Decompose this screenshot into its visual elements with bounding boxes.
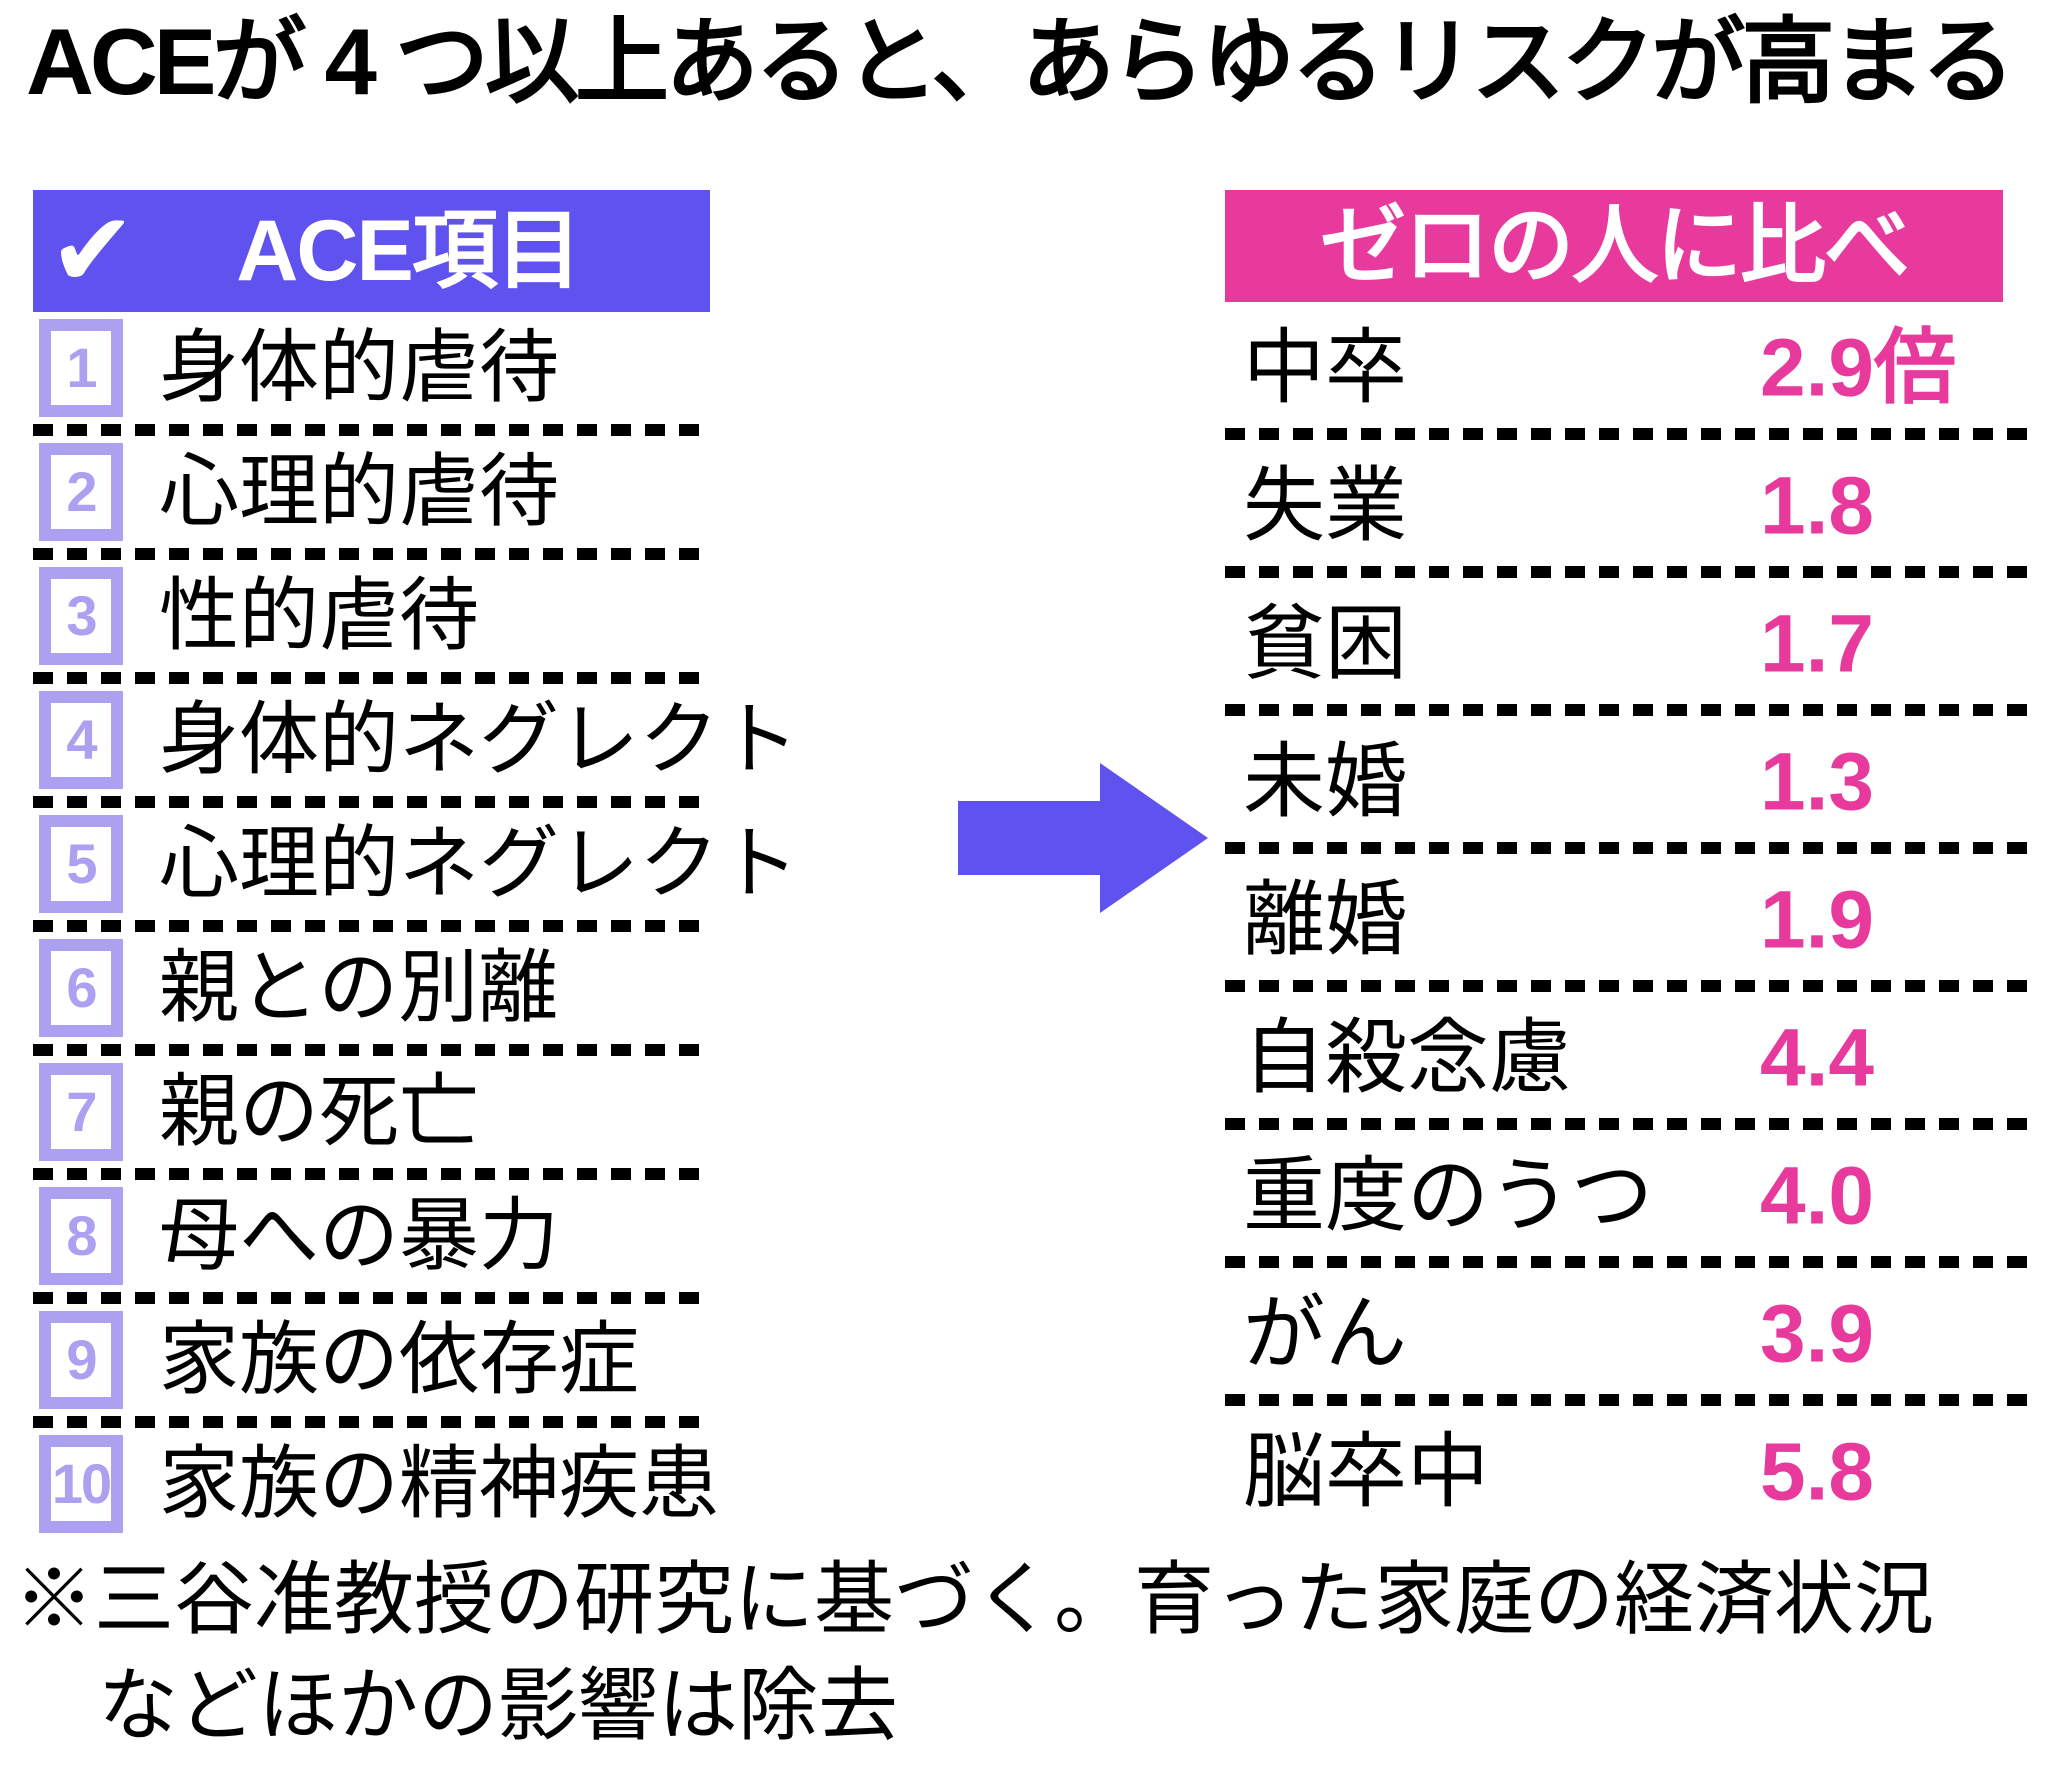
- dotted-separator: [33, 672, 710, 684]
- ace-item-label: 母への暴力: [159, 1191, 559, 1280]
- footnote-line-1: ※三谷准教授の研究に基づく。育った家庭の経済状況: [14, 1557, 1934, 1645]
- risk-value: 1.8: [1760, 460, 1874, 552]
- risk-label: 脳卒中: [1243, 1426, 1490, 1518]
- ace-item-label: 親との別離: [159, 943, 559, 1032]
- ace-item-row: 8 母への暴力: [33, 1180, 710, 1292]
- dotted-separator: [33, 548, 710, 560]
- checkmark-icon: ✔: [49, 193, 137, 309]
- ace-items-header-label: ACE項目: [236, 203, 582, 299]
- risk-label: 中卒: [1243, 322, 1408, 414]
- dotted-separator: [1225, 704, 2035, 716]
- ace-item-number-box: 9: [39, 1311, 123, 1409]
- risk-row: 脳卒中 5.8: [1225, 1406, 2035, 1532]
- dotted-separator: [33, 796, 710, 808]
- risk-label: 重度のうつ: [1243, 1150, 1654, 1242]
- ace-item-number-box: 6: [39, 939, 123, 1037]
- risk-label: 離婚: [1243, 874, 1408, 966]
- page-title: ACEが 4 つ以上あると、あらゆるリスクが高まる: [26, 9, 2015, 114]
- risk-label: がん: [1243, 1288, 1408, 1380]
- ace-item-label: 親の死亡: [159, 1067, 479, 1156]
- dotted-separator: [1225, 980, 2035, 992]
- ace-item-row: 1 身体的虐待: [33, 312, 710, 424]
- dotted-separator: [1225, 1118, 2035, 1130]
- risk-value: 1.7: [1760, 598, 1874, 690]
- ace-item-number: 3: [66, 584, 97, 647]
- ace-item-row: 2 心理的虐待: [33, 436, 710, 548]
- ace-item-row: 5 心理的ネグレクト: [33, 808, 799, 920]
- risk-header-label: ゼロの人に比べ: [1320, 198, 1910, 294]
- dotted-separator: [33, 1168, 710, 1180]
- ace-items-panel: ✔ ACE項目 1 身体的虐待 2 心理的虐待 3 性的虐待 4 身体的ネグレクト 5 心理的ネグ…: [33, 190, 799, 1540]
- dotted-separator: [33, 424, 710, 436]
- risk-label: 貧困: [1243, 598, 1408, 690]
- ace-item-number-box: 1: [39, 319, 123, 417]
- risk-row: 離婚 1.9: [1225, 854, 2035, 980]
- ace-item-number: 6: [66, 956, 97, 1019]
- dotted-separator: [1225, 566, 2035, 578]
- risk-value: 4.0: [1760, 1150, 1874, 1242]
- ace-item-label: 家族の精神疾患: [159, 1439, 719, 1528]
- ace-item-label: 心理的ネグレクト: [159, 819, 799, 908]
- dotted-separator: [33, 1416, 710, 1428]
- risk-row: 未婚 1.3: [1225, 716, 2035, 842]
- risk-row: 自殺念慮 4.4: [1225, 992, 2035, 1118]
- ace-item-number: 7: [66, 1080, 97, 1143]
- risk-value: 1.9: [1760, 874, 1874, 966]
- dotted-separator: [1225, 428, 2035, 440]
- ace-item-number: 2: [66, 460, 97, 523]
- ace-item-number: 10: [51, 1452, 112, 1515]
- ace-item-number-box: 2: [39, 443, 123, 541]
- ace-item-number: 5: [66, 832, 97, 895]
- ace-item-label: 身体的虐待: [159, 323, 559, 412]
- ace-item-row: 10 家族の精神疾患: [33, 1428, 719, 1540]
- risk-label: 自殺念慮: [1243, 1012, 1572, 1104]
- risk-value: 4.4: [1760, 1012, 1874, 1104]
- risk-value: 1.3: [1760, 736, 1874, 828]
- ace-items-list: 1 身体的虐待 2 心理的虐待 3 性的虐待 4 身体的ネグレクト 5 心理的ネグレクト 6 親との別…: [33, 312, 799, 1540]
- dotted-separator: [1225, 1256, 2035, 1268]
- risk-value: 3.9: [1760, 1288, 1874, 1380]
- risk-row: 中卒 2.9倍: [1225, 302, 2035, 428]
- ace-item-number-box: 3: [39, 567, 123, 665]
- ace-item-label: 性的虐待: [159, 571, 479, 660]
- risk-row: がん 3.9: [1225, 1268, 2035, 1394]
- risk-value: 2.9倍: [1760, 322, 1956, 414]
- risk-label: 失業: [1243, 460, 1408, 552]
- risk-comparison-panel: ゼロの人に比べ 中卒 2.9倍失業 1.8 貧困 1.7 未婚 1.3 離婚 1.9 自殺念慮 4.…: [1225, 190, 2035, 1532]
- footnote-line-2: などほかの影響は除去: [98, 1663, 898, 1752]
- ace-items-header-band: ✔ ACE項目: [33, 190, 710, 312]
- risk-label: 未婚: [1243, 736, 1408, 828]
- ace-item-number-box: 7: [39, 1063, 123, 1161]
- ace-item-number: 1: [66, 336, 97, 399]
- dotted-separator: [1225, 842, 2035, 854]
- ace-item-label: 家族の依存症: [159, 1315, 639, 1404]
- ace-item-number-box: 4: [39, 691, 123, 789]
- dotted-separator: [33, 1292, 710, 1304]
- risk-header-band: ゼロの人に比べ: [1225, 190, 2003, 302]
- ace-item-row: 4 身体的ネグレクト: [33, 684, 799, 796]
- dotted-separator: [33, 920, 710, 932]
- risk-row: 貧困 1.7: [1225, 578, 2035, 704]
- ace-item-number: 9: [66, 1328, 97, 1391]
- footnote: ※三谷准教授の研究に基づく。育った家庭の経済状況 などほかの影響は除去: [14, 1548, 2044, 1761]
- right-arrow-icon: [958, 763, 1208, 913]
- risk-value: 5.8: [1760, 1426, 1874, 1518]
- dotted-separator: [33, 1044, 710, 1056]
- dotted-separator: [1225, 1394, 2035, 1406]
- ace-item-number: 4: [66, 708, 97, 771]
- ace-item-row: 9 家族の依存症: [33, 1304, 710, 1416]
- risk-row: 重度のうつ 4.0: [1225, 1130, 2035, 1256]
- ace-item-number-box: 5: [39, 815, 123, 913]
- ace-item-label: 身体的ネグレクト: [159, 695, 799, 784]
- risk-rows-list: 中卒 2.9倍失業 1.8 貧困 1.7 未婚 1.3 離婚 1.9 自殺念慮 4.4 重度のうつ 4.…: [1225, 302, 2035, 1532]
- risk-row: 失業 1.8: [1225, 440, 2035, 566]
- ace-item-row: 6 親との別離: [33, 932, 710, 1044]
- ace-item-number-box: 8: [39, 1187, 123, 1285]
- ace-item-number-box: 10: [39, 1435, 123, 1533]
- ace-item-row: 3 性的虐待: [33, 560, 710, 672]
- ace-item-number: 8: [66, 1204, 97, 1267]
- ace-item-label: 心理的虐待: [159, 447, 559, 536]
- ace-item-row: 7 親の死亡: [33, 1056, 710, 1168]
